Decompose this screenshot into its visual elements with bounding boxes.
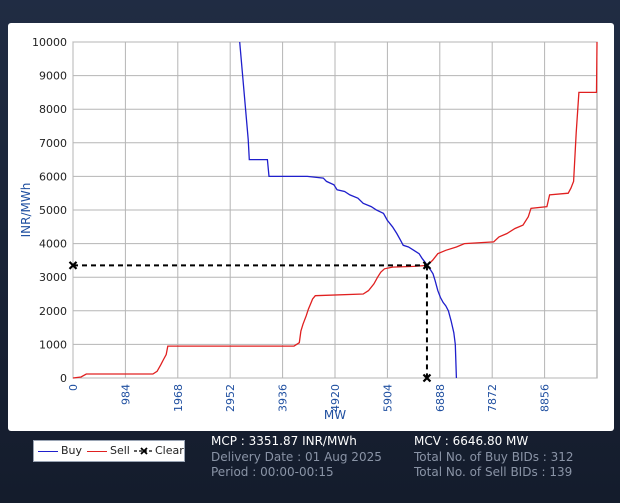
clear-marker-price [68,261,78,270]
legend-clear-marker [134,447,154,455]
legend-clear-label: Clear [155,444,184,457]
delivery-date: Delivery Date : 01 Aug 2025 [211,450,382,464]
period: Period : 00:00-00:15 [211,465,334,479]
clear-marker-volume [422,373,432,383]
x-tick-label: 2952 [224,384,237,412]
y-tick-label: 4000 [39,238,67,251]
y-tick-label: 6000 [39,170,67,183]
legend: Buy Sell Clear [33,440,185,462]
y-tick-label: 9000 [39,70,67,83]
x-axis-label: MW [324,408,346,422]
x-tick-label: 1968 [172,384,185,412]
mcp-value: MCP : 3351.87 INR/MWh [211,434,357,448]
x-tick-label: 5904 [381,384,394,412]
y-tick-label: 10000 [32,36,67,49]
y-tick-label: 8000 [39,103,67,116]
x-tick-labels: 0 984 1968 2952 3936 4920 5904 6888 7872 8856 [67,384,552,412]
total-buy-bids: Total No. of Buy BIDs : 312 [414,450,574,464]
x-tick-label: 8856 [539,384,552,412]
grid [72,41,597,379]
y-tick-label: 1000 [39,338,67,351]
y-tick-label: 2000 [39,305,67,318]
y-tick-label: 5000 [39,204,67,217]
x-tick-label: 6888 [434,384,447,412]
legend-buy-label: Buy [61,444,83,457]
y-tick-label: 3000 [39,271,67,284]
mcv-value: MCV : 6646.80 MW [414,434,529,448]
series-line-buy [239,41,458,379]
series-lines [72,41,598,379]
series-line-sell [72,41,598,379]
clear-marker-point [422,261,432,270]
clear-point-marks [68,261,432,383]
y-tick-label: 7000 [39,137,67,150]
legend-buy-swatch [38,451,58,452]
x-tick-label: 7872 [486,384,499,412]
y-tick-label: 0 [60,372,67,385]
x-tick-label: 3936 [277,384,290,412]
x-tick-label: 4920 [329,384,342,412]
total-sell-bids: Total No. of Sell BIDs : 139 [414,465,573,479]
x-tick-label: 0 [67,384,80,391]
y-axis-label: INR/MWh [19,183,33,238]
x-tick-label: 984 [119,384,132,405]
y-tick-labels: 0 1000 2000 3000 4000 5000 6000 7000 8000 9000 100… [32,36,67,385]
legend-sell-swatch [87,451,107,452]
legend-sell-label: Sell [110,444,130,457]
